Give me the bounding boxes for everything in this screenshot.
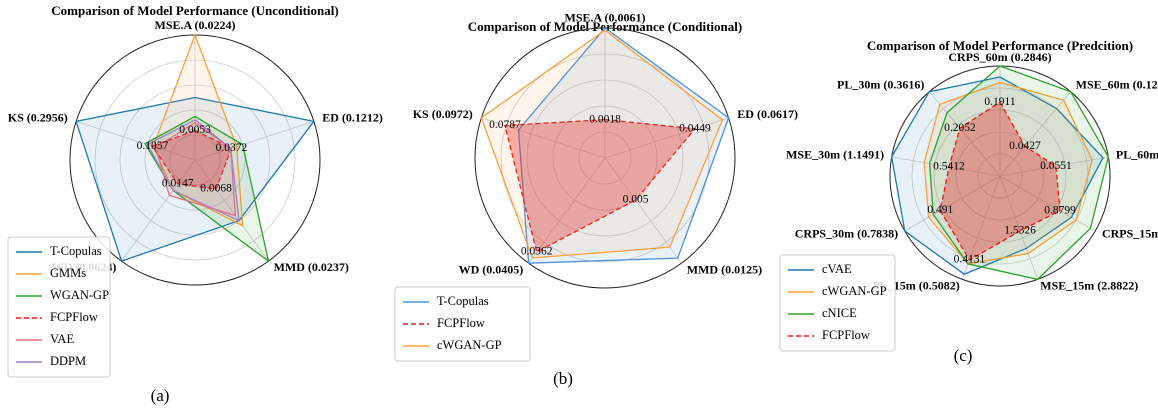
axis-label: MSE_60m (0.1210) xyxy=(1076,78,1158,92)
grid-spoke xyxy=(481,117,606,159)
legend-box xyxy=(7,236,111,378)
series-area xyxy=(923,81,1093,265)
chart-title: Comparison of Model Performance (Conditi… xyxy=(468,19,742,34)
value-label: 0.0053 xyxy=(179,124,211,136)
series-area xyxy=(75,96,316,262)
series-area xyxy=(144,115,270,263)
value-label: 0.5412 xyxy=(933,161,965,173)
value-label: 0.0551 xyxy=(1040,160,1072,172)
legend-label: cWGAN-GP xyxy=(437,338,502,352)
axis-label: KS (0.2956) xyxy=(8,110,68,124)
grid-spoke xyxy=(75,120,196,161)
legend-label: GMMs xyxy=(50,266,86,280)
series-area xyxy=(146,119,240,222)
radar-chart: Comparison of Model Performance (Conditi… xyxy=(394,11,798,388)
legend-label: T-Copulas xyxy=(437,294,489,308)
grid-spoke xyxy=(962,175,1001,280)
legend-label: FCPFlow xyxy=(437,316,485,330)
value-label: 1.5326 xyxy=(1004,225,1036,237)
legend-label: cNICE xyxy=(822,306,857,320)
legend-label: VAE xyxy=(50,332,74,346)
grid-spoke xyxy=(194,120,315,161)
grid-spoke xyxy=(999,91,1072,177)
axis-label: MMD (0.0237) xyxy=(274,260,349,274)
legend-label: FCPFlow xyxy=(50,310,98,324)
value-label: 0.491 xyxy=(927,204,953,216)
legend-label: cWGAN-GP xyxy=(822,284,887,298)
series-area xyxy=(504,118,697,253)
grid-spoke xyxy=(604,157,682,264)
legend-box xyxy=(779,254,896,352)
legend-label: WGAN-GP xyxy=(50,288,109,302)
axis-label: PL_60m (0.1068) xyxy=(1116,147,1158,161)
value-label: 0.0068 xyxy=(200,183,232,195)
series-area xyxy=(517,27,730,264)
grid-spoke xyxy=(904,175,1001,232)
value-label: 0.4131 xyxy=(954,254,986,266)
legend-box xyxy=(394,286,531,362)
value-label: 0.0449 xyxy=(679,122,711,134)
value-label: 0.1911 xyxy=(984,96,1015,108)
chart-title: Comparison of Model Performance (Uncondi… xyxy=(51,3,338,18)
value-label: 0.8799 xyxy=(1044,204,1076,216)
value-label: 0.1057 xyxy=(137,140,169,152)
legend-label: cVAE xyxy=(822,262,852,276)
axis-label: KS (0.0972) xyxy=(413,107,473,121)
value-label: 0.0372 xyxy=(216,142,248,154)
radar-chart: Comparison of Model Performance (Uncondi… xyxy=(7,3,383,405)
value-label: 0.0427 xyxy=(1009,140,1041,152)
value-label: 0.005 xyxy=(623,194,649,206)
grid-spoke xyxy=(194,159,269,262)
radar-chart: Comparison of Model Performance (Predcit… xyxy=(779,38,1158,365)
series-area xyxy=(480,29,724,259)
grid-spoke xyxy=(999,156,1109,177)
grid-spoke xyxy=(604,117,729,159)
subfigure-caption: (c) xyxy=(954,346,973,365)
axis-label: ED (0.1212) xyxy=(322,110,383,124)
subfigure-caption: (b) xyxy=(553,369,573,388)
grid-spoke xyxy=(999,175,1096,232)
axis-label: CRPS_30m (0.7838) xyxy=(795,227,898,241)
value-label: 0.0362 xyxy=(521,246,553,258)
axis-label: PL_30m (0.3616) xyxy=(837,78,924,92)
axis-label: MSE_15m (2.8822) xyxy=(1040,278,1138,292)
grid-spoke xyxy=(121,159,196,262)
value-label: 0.0787 xyxy=(489,119,521,131)
subfigure-caption: (a) xyxy=(151,386,170,405)
value-label: 0.0147 xyxy=(162,177,194,189)
grid-spoke xyxy=(891,156,1001,177)
axis-label: CRPS_15m (1.3960) xyxy=(1102,227,1158,241)
axis-label: MSE.A (0.0061) xyxy=(565,11,646,25)
grid-spoke xyxy=(928,91,1001,177)
chart-title: Comparison of Model Performance (Predcit… xyxy=(867,38,1133,53)
axis-label: MMD (0.0125) xyxy=(687,262,762,276)
legend-label: DDPM xyxy=(50,354,86,368)
grid-spoke xyxy=(999,175,1038,280)
axis-label: MSE.A (0.0224) xyxy=(155,18,236,32)
axis-label: MSE_30m (1.1491) xyxy=(786,147,884,161)
value-label: 0.0018 xyxy=(589,113,621,125)
axis-label: ED (0.0617) xyxy=(737,107,798,121)
axis-label: CRPS_60m (0.2846) xyxy=(948,50,1051,64)
value-label: 0.2052 xyxy=(944,122,976,134)
legend-label: FCPFlow xyxy=(822,328,870,342)
series-area xyxy=(939,101,1061,261)
axis-label: WD (0.0405) xyxy=(459,262,524,276)
grid-spoke xyxy=(528,157,606,264)
legend-label: T-Copulas xyxy=(50,244,102,258)
